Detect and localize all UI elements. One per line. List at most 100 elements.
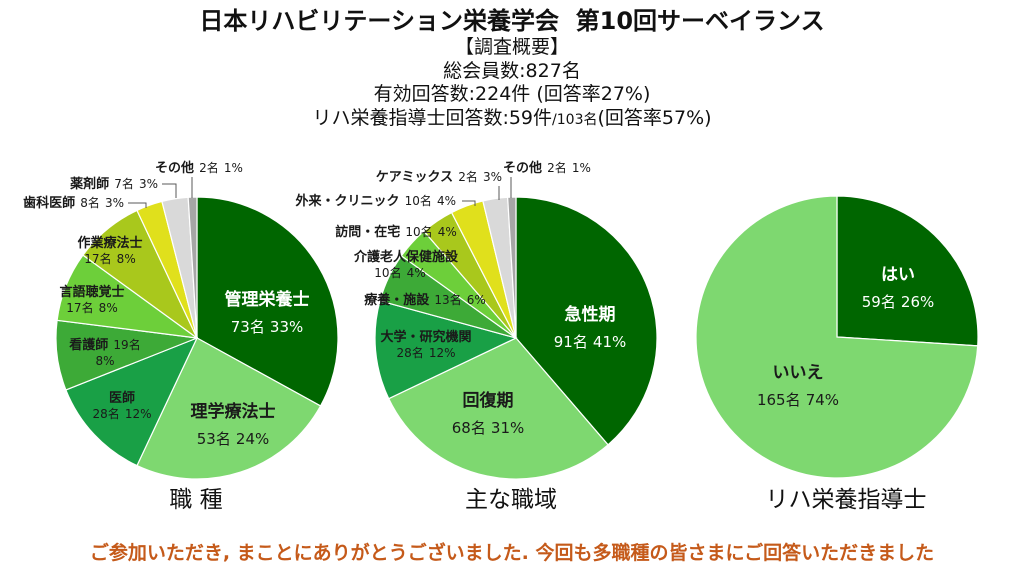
slice-count: 7 [114,177,122,191]
slice-count: 17 [66,301,81,315]
data-label-line: その他 2名 1% [155,159,243,178]
data-label: 訪問・在宅 10名 4% [335,224,457,240]
slice-count: 73 [231,318,250,336]
slice-name: 薬剤師 [69,176,109,192]
count-unit: 名 [881,293,896,311]
instructor-responses-rate: (回答率57%) [597,106,712,129]
leader-line [462,200,476,206]
data-label: 療養・施設 13名 6% [364,291,486,310]
count-unit: 名 [420,193,432,208]
slice-name: 外来・クリニック [294,193,399,209]
data-label: その他 2名 1% [155,159,243,198]
count-unit: 名 [216,430,231,448]
data-label-line: 急性期 [565,304,616,325]
data-label-line: 28名 12% [92,405,151,424]
data-label-line: 73名 33% [231,318,304,337]
slice-percent: 4 [437,194,445,208]
data-label-line: 薬剤師 7名 3% [69,175,158,194]
count-unit: 名 [450,292,462,307]
slice-count: 19 [113,338,128,352]
percent-unit: % [113,196,124,210]
slice-name: 管理栄養士 [225,289,310,310]
slice-percent: 33 [270,318,289,336]
percent-unit: % [147,177,158,191]
data-label-line: 介護老人保健施設 [353,249,459,265]
data-label-line: いいえ [773,363,824,383]
chart-title-occupation: 職 種 [169,487,223,513]
percent-unit: % [232,161,243,175]
data-label: 管理栄養士 73名 33% [225,289,310,337]
slice-name: 理学療法士 [191,401,276,422]
data-label-line: 回復期 [463,390,514,411]
pie-slice [187,196,198,339]
slice-percent: 12 [429,346,444,360]
slice-name: 回復期 [463,390,514,411]
count-unit: 名 [390,265,402,280]
pie-slice [196,196,339,407]
percent-unit: % [124,252,135,266]
data-label-line: その他 2名 1% [503,159,591,178]
slice-count: 2 [199,161,207,175]
chart-title-work-area: 主な職域 [465,487,557,513]
slice-count: 91 [554,333,573,351]
slice-percent: 8 [95,354,103,368]
slice-count: 165 [757,391,786,409]
data-label-line: 53名 24% [197,430,270,449]
slice-percent: 8 [117,252,125,266]
slice-count: 2 [547,161,555,175]
slice-percent: 4 [438,225,446,239]
data-label-line: 10名 4% [374,264,425,283]
slice-name: 介護老人保健施設 [353,249,459,265]
percent-unit: % [825,391,839,409]
valid-responses: 有効回答数:224件 (回答率27%) [373,83,651,105]
pie-slice [695,195,979,479]
data-label: 薬剤師 7名 3% [69,175,177,198]
count-unit: 名 [555,160,567,175]
slice-name: 言語聴覚士 [59,284,124,300]
count-unit: 名 [88,195,100,210]
pie-slice [515,196,658,446]
slice-name: 作業療法士 [77,235,142,251]
slice-count: 17 [84,252,99,266]
data-label-line: 医師 [109,390,135,406]
slice-percent: 6 [467,293,475,307]
data-label: いいえ 165名 74% [757,363,839,409]
slice-name: いいえ [773,363,824,383]
slice-percent: 1 [224,161,232,175]
slice-count: 59 [862,293,881,311]
slice-percent: 41 [593,333,612,351]
slice-percent: 24 [236,430,255,448]
slice-percent: 4 [407,266,415,280]
slice-count: 28 [92,407,107,421]
leader-line [128,202,147,208]
percent-unit: % [491,170,502,184]
slice-count: 10 [405,194,420,208]
percent-unit: % [255,430,269,448]
slice-percent: 12 [125,407,140,421]
data-label-line: 8% [95,354,114,368]
pie-slice [65,336,199,467]
data-label-line: 作業療法士 [77,235,142,251]
slice-percent: 1 [572,161,580,175]
data-label-line: 理学療法士 [191,401,276,422]
slice-count: 8 [80,196,88,210]
slice-count: 13 [434,293,449,307]
count-unit: 名 [207,160,219,175]
slice-name: 訪問・在宅 [335,224,400,240]
percent-unit: % [414,266,425,280]
page-title: 日本リハビリテーション栄養学会 第10回サーベイランス [199,7,825,35]
percent-unit: % [140,407,151,421]
slice-name: 急性期 [565,304,616,325]
survey-overview: 【調査概要】 総会員数:827名 有効回答数:224件 (回答率27%) リハ栄… [0,36,1024,132]
slice-name: 看護師 [69,337,108,353]
instructor-responses-main: リハ栄養指導士回答数:59件 [312,106,553,129]
slice-percent: 3 [139,177,147,191]
pie-slice [836,195,979,347]
data-label-line: 療養・施設 13名 6% [364,291,486,310]
